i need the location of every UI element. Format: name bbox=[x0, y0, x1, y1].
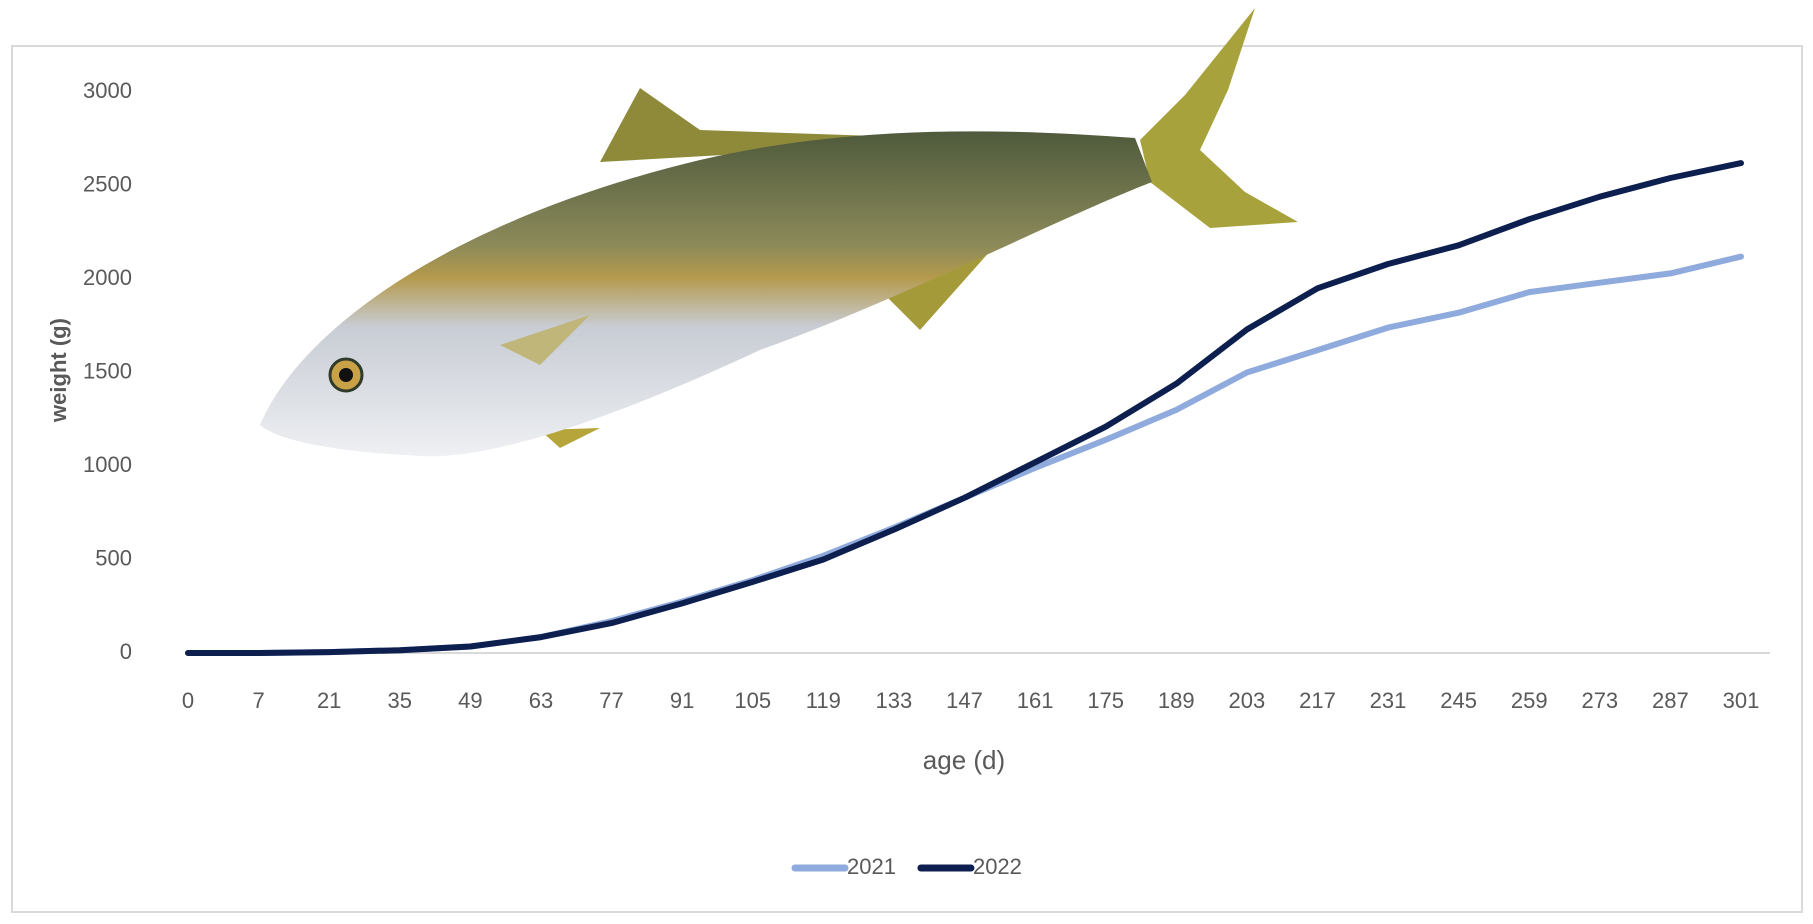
x-axis-title: age (d) bbox=[923, 745, 1005, 775]
x-tick-label: 0 bbox=[182, 688, 194, 713]
x-tick-label: 119 bbox=[806, 688, 841, 713]
x-tick-label: 189 bbox=[1158, 688, 1195, 713]
x-tick-label: 147 bbox=[946, 688, 983, 713]
x-tick-label: 91 bbox=[670, 688, 694, 713]
x-tick-label: 231 bbox=[1370, 688, 1407, 713]
page: weight (g) age (d) 2021 2022 0 500 1000 1500… bbox=[0, 0, 1813, 924]
x-tick-label: 35 bbox=[388, 688, 412, 713]
x-tick-label: 49 bbox=[458, 688, 482, 713]
x-tick-label: 245 bbox=[1440, 688, 1477, 713]
y-tick-label: 2000 bbox=[83, 265, 132, 290]
x-tick-label: 7 bbox=[252, 688, 264, 713]
x-tick-label: 161 bbox=[1017, 688, 1054, 713]
y-tick-label: 1500 bbox=[83, 358, 132, 383]
x-tick-label: 217 bbox=[1299, 688, 1336, 713]
y-tick-label: 3000 bbox=[83, 78, 132, 103]
y-axis-title: weight (g) bbox=[46, 318, 71, 423]
x-tick-label: 63 bbox=[529, 688, 553, 713]
x-tick-label: 259 bbox=[1511, 688, 1548, 713]
y-tick-label: 0 bbox=[120, 639, 132, 664]
x-tick-label: 175 bbox=[1087, 688, 1124, 713]
y-tick-label: 500 bbox=[95, 545, 132, 570]
x-tick-label: 105 bbox=[734, 688, 771, 713]
legend-label: 2022 bbox=[973, 854, 1022, 879]
x-tick-label: 203 bbox=[1229, 688, 1266, 713]
chart: weight (g) age (d) 2021 2022 0 500 1000 1500… bbox=[0, 0, 1813, 924]
y-tick-label: 2500 bbox=[83, 171, 132, 196]
legend-label: 2021 bbox=[847, 854, 896, 879]
y-tick-label: 1000 bbox=[83, 452, 132, 477]
x-tick-label: 301 bbox=[1723, 688, 1760, 713]
x-tick-label: 77 bbox=[599, 688, 623, 713]
x-tick-label: 273 bbox=[1581, 688, 1618, 713]
x-tick-label: 133 bbox=[876, 688, 913, 713]
x-tick-label: 21 bbox=[317, 688, 341, 713]
x-tick-label: 287 bbox=[1652, 688, 1689, 713]
